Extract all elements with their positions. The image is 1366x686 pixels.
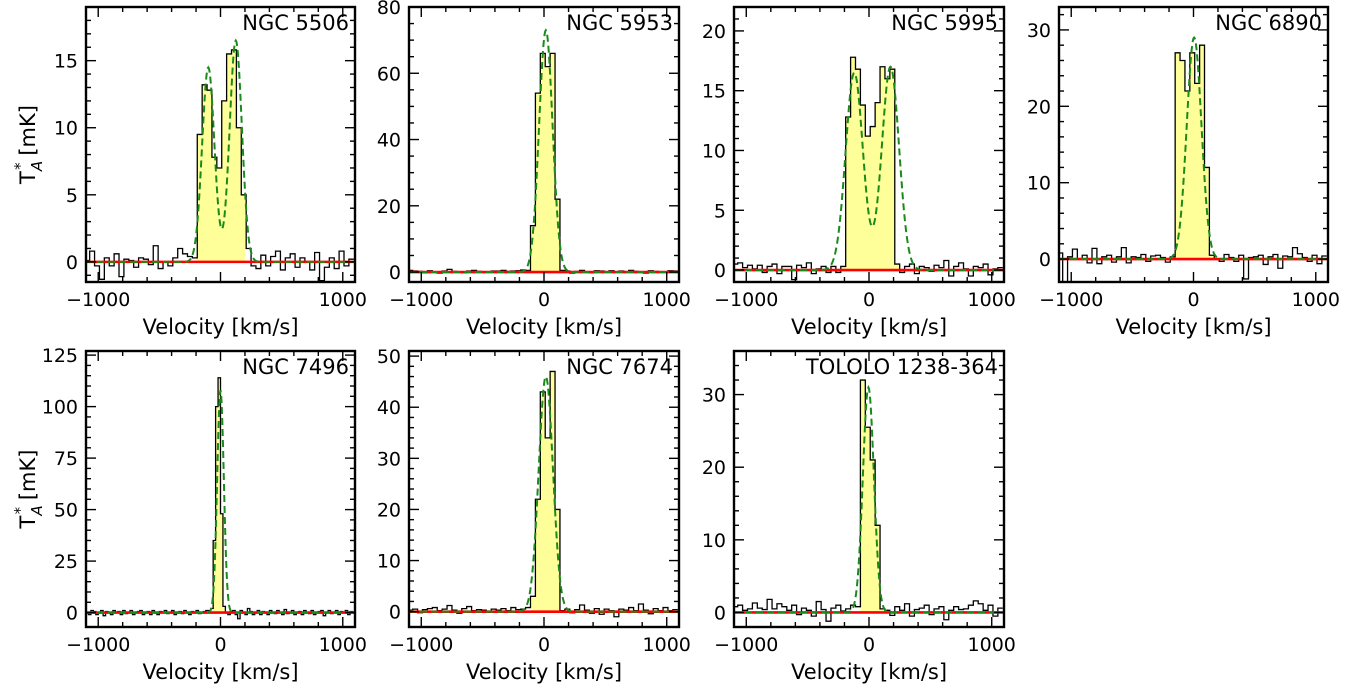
x-tick-label: 0 xyxy=(538,634,550,656)
y-tick-label: 100 xyxy=(42,397,78,419)
panel-title: NGC 7496 xyxy=(242,355,349,379)
panel-title: NGC 5506 xyxy=(242,11,349,35)
line-fill xyxy=(1175,45,1216,260)
x-axis-label: Velocity [km/s] xyxy=(791,315,947,339)
x-axis-label: Velocity [km/s] xyxy=(466,315,622,339)
y-tick-label: 50 xyxy=(54,500,78,522)
y-tick-label: 125 xyxy=(42,345,78,367)
gaussian-fit xyxy=(734,384,1004,614)
plot-area xyxy=(409,370,679,618)
x-tick-label: 0 xyxy=(1187,289,1199,311)
panel-title: TOLOLO 1238-364 xyxy=(805,355,998,379)
plot-area xyxy=(409,28,679,274)
gaussian-fit xyxy=(86,38,355,263)
x-axis-label: Velocity [km/s] xyxy=(142,660,298,684)
y-tick-label: 0 xyxy=(66,603,78,625)
x-tick-label: −1000 xyxy=(1039,289,1103,311)
line-fill xyxy=(531,371,562,612)
line-fill xyxy=(838,57,906,273)
y-tick-label: 80 xyxy=(377,0,401,19)
x-axis-label: Velocity [km/s] xyxy=(1115,315,1271,339)
line-fill xyxy=(531,53,563,273)
y-tick-label: 30 xyxy=(1027,20,1051,42)
spectrum-panel: −1000 0 1000 0 5 10 15 20 NGC 5995 Velocity [km/s… xyxy=(702,5,1016,339)
gaussian-fit xyxy=(734,65,1004,272)
x-axis-label: Velocity [km/s] xyxy=(466,660,622,684)
y-tick-label: 40 xyxy=(377,397,401,419)
x-tick-label: 0 xyxy=(863,289,875,311)
x-tick-label: −1000 xyxy=(66,289,130,311)
y-tick-label: 10 xyxy=(1027,173,1051,195)
y-tick-label: 0 xyxy=(1039,249,1051,271)
x-tick-label: −1000 xyxy=(389,634,453,656)
spectrum-panel: −1000 0 1000 0 25 50 75 100 125 NGC 7496 Velocity … xyxy=(11,345,367,684)
y-tick-label: 20 xyxy=(377,196,401,218)
y-tick-label: 5 xyxy=(714,200,726,222)
spectrum-line xyxy=(734,56,1003,281)
x-tick-label: 1000 xyxy=(968,289,1016,311)
y-axis-label: TA* [mK] xyxy=(11,105,46,185)
x-tick-label: 0 xyxy=(214,634,226,656)
y-tick-label: 0 xyxy=(714,602,726,624)
plot-area xyxy=(734,379,1004,622)
y-tick-label: 40 xyxy=(377,130,401,152)
line-fill xyxy=(196,49,245,262)
x-tick-label: 1000 xyxy=(319,289,367,311)
spectrum-panel: −1000 0 1000 0 10 20 30 TOLOLO 1238-364 Velocity… xyxy=(702,349,1016,684)
x-tick-label: −1000 xyxy=(714,289,778,311)
y-tick-label: 0 xyxy=(714,260,726,282)
x-axis-label: Velocity [km/s] xyxy=(142,315,298,339)
gaussian-fit xyxy=(1059,35,1328,261)
x-tick-label: −1000 xyxy=(714,634,778,656)
plot-area xyxy=(86,38,355,282)
x-tick-label: −1000 xyxy=(389,289,453,311)
y-tick-label: 60 xyxy=(377,63,401,85)
plot-area xyxy=(1059,35,1328,282)
y-axis-label: TA* [mK] xyxy=(11,450,46,530)
x-tick-label: 1000 xyxy=(643,289,691,311)
spectrum-panel: −1000 0 1000 0 20 40 60 80 NGC 5953 Velocity [km/… xyxy=(377,0,691,339)
spectrum-panel: −1000 0 1000 0 10 20 30 NGC 6890 Velocity [km/s] xyxy=(1027,5,1340,339)
plot-area xyxy=(734,56,1004,281)
x-tick-label: 1000 xyxy=(643,634,691,656)
y-tick-label: 15 xyxy=(54,51,78,73)
x-tick-label: −1000 xyxy=(66,634,130,656)
panel-title: NGC 7674 xyxy=(566,355,673,379)
y-tick-label: 20 xyxy=(1027,96,1051,118)
x-tick-label: 1000 xyxy=(319,634,367,656)
y-tick-label: 50 xyxy=(377,346,401,368)
y-tick-label: 20 xyxy=(377,499,401,521)
plot-area xyxy=(86,377,355,620)
spectrum-line xyxy=(734,379,1003,622)
y-tick-label: 30 xyxy=(702,385,726,407)
y-tick-label: 20 xyxy=(702,457,726,479)
panel-title: NGC 5995 xyxy=(891,11,998,35)
x-axis-label: Velocity [km/s] xyxy=(791,660,947,684)
x-tick-label: 1000 xyxy=(1292,289,1340,311)
y-tick-label: 10 xyxy=(377,551,401,573)
y-tick-label: 30 xyxy=(377,448,401,470)
y-tick-label: 10 xyxy=(54,118,78,140)
gaussian-fit xyxy=(86,389,355,614)
gaussian-fit xyxy=(409,374,679,613)
y-tick-label: 75 xyxy=(54,448,78,470)
y-tick-label: 15 xyxy=(702,81,726,103)
y-tick-label: 0 xyxy=(66,252,78,274)
y-tick-label: 10 xyxy=(702,530,726,552)
spectrum-panel: −1000 0 1000 0 10 20 30 40 50 NGC 7674 Velocity [k… xyxy=(377,346,691,684)
y-tick-label: 20 xyxy=(702,21,726,43)
panel-title: NGC 5953 xyxy=(566,11,673,35)
x-tick-label: 1000 xyxy=(968,634,1016,656)
panel-title: NGC 6890 xyxy=(1215,11,1322,35)
x-tick-label: 0 xyxy=(863,634,875,656)
x-tick-label: 0 xyxy=(538,289,550,311)
y-tick-label: 5 xyxy=(66,185,78,207)
spectrum-panel: −1000 1000 0 5 10 15 NGC 5506 Velocity [km/s] TA… xyxy=(11,5,367,339)
y-tick-label: 10 xyxy=(702,140,726,162)
y-tick-label: 0 xyxy=(389,602,401,624)
gaussian-fit xyxy=(409,28,679,274)
y-tick-label: 0 xyxy=(389,262,401,284)
y-tick-label: 25 xyxy=(54,551,78,573)
